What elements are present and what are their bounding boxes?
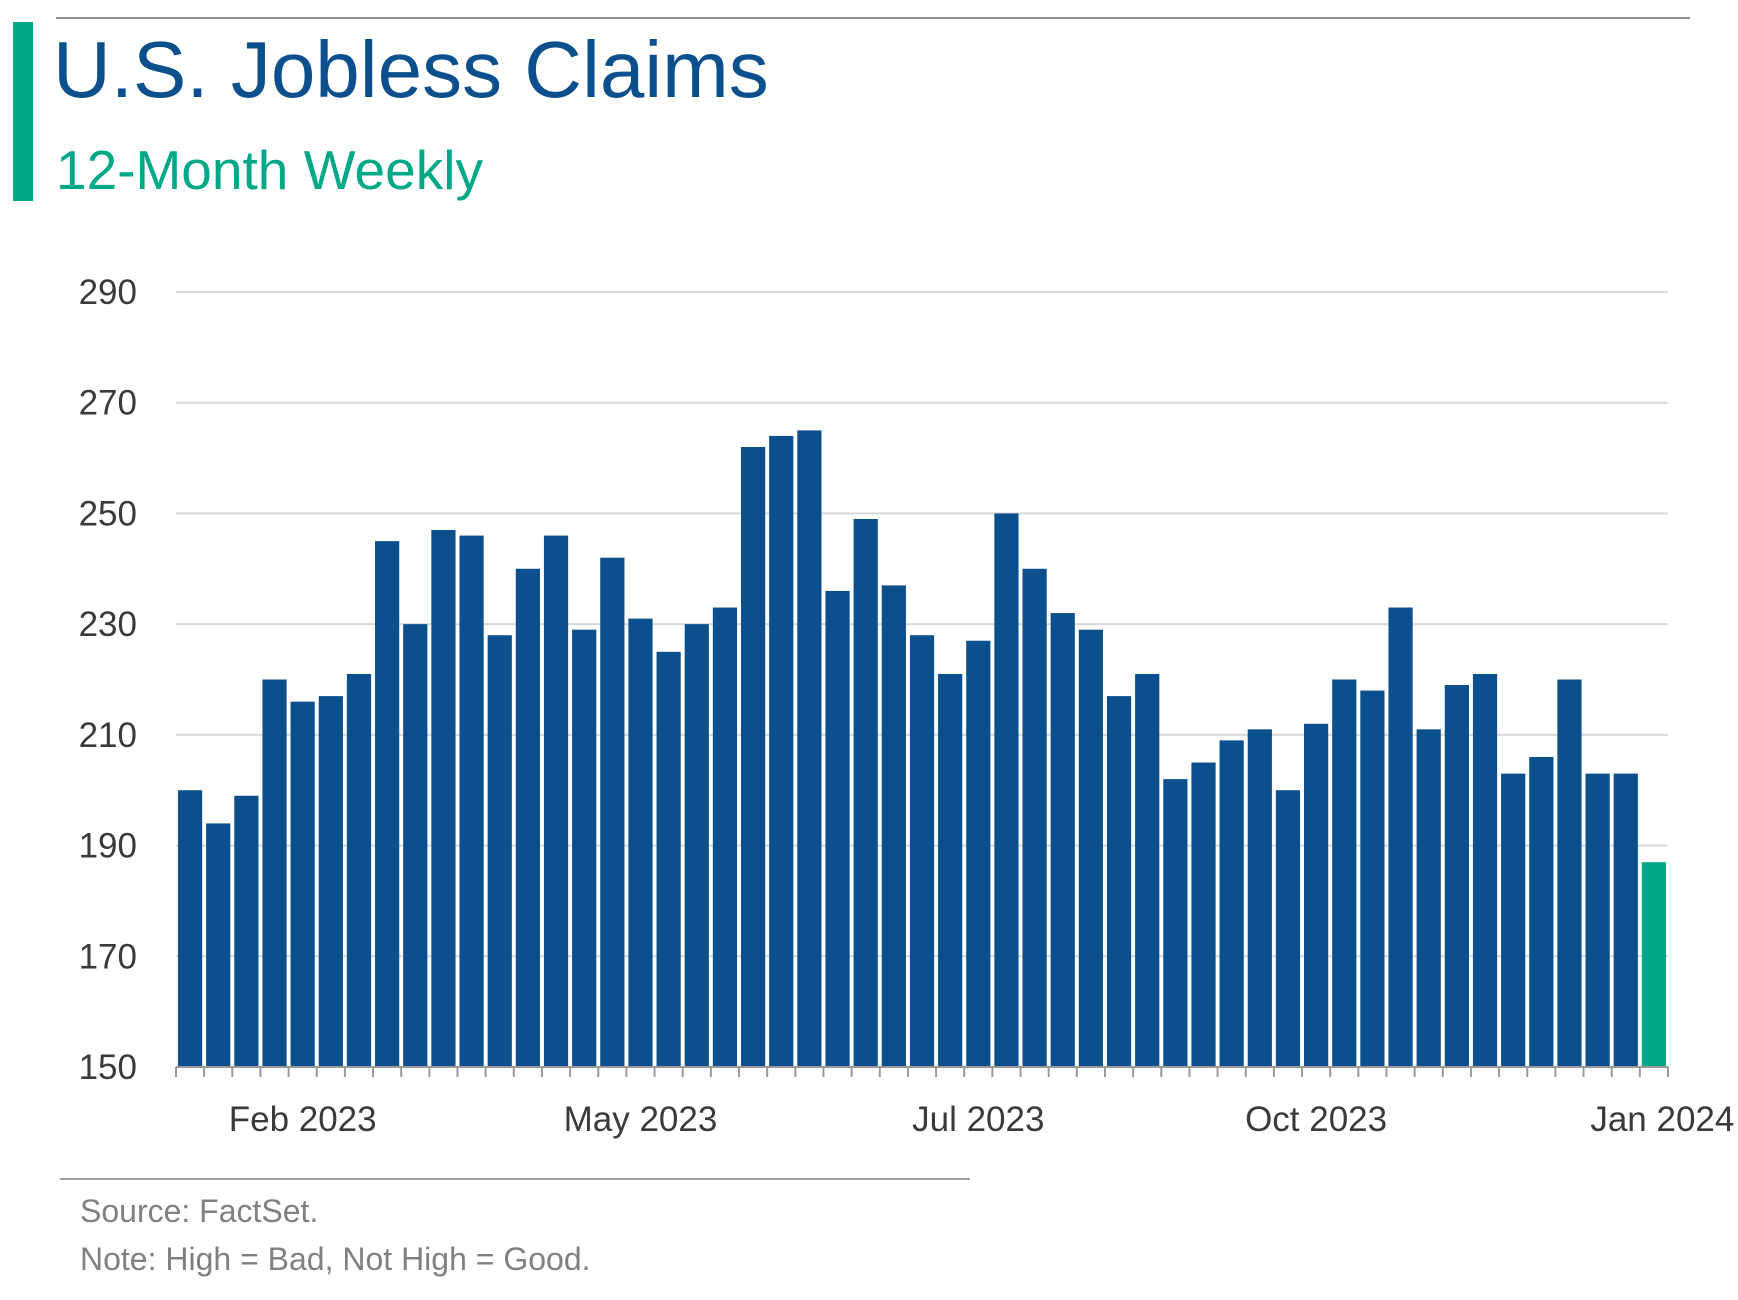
bar <box>1332 679 1357 1067</box>
x-axis-labels: Feb 2023 May 2023 Jul 2023 Oct 2023 Jan 2024 <box>229 1100 1735 1139</box>
bar <box>628 618 653 1067</box>
bar <box>1219 740 1244 1067</box>
bar <box>1135 673 1160 1067</box>
y-tick-label: 210 <box>79 716 137 755</box>
bar <box>684 624 709 1067</box>
bar <box>1613 773 1638 1067</box>
bar <box>1078 629 1104 1067</box>
x-axis <box>175 1066 1669 1077</box>
bar <box>234 795 259 1067</box>
y-tick-label: 170 <box>79 937 137 976</box>
bar <box>1050 613 1075 1067</box>
bar <box>1106 696 1132 1067</box>
y-tick-label: 270 <box>79 384 137 423</box>
bar <box>938 673 963 1067</box>
bar <box>403 624 428 1067</box>
y-tick-label: 230 <box>79 605 137 644</box>
bar <box>206 823 231 1067</box>
bar <box>318 696 343 1067</box>
bar <box>1585 773 1610 1067</box>
bar <box>1163 779 1188 1067</box>
bar <box>1529 757 1554 1067</box>
bar <box>1360 690 1385 1067</box>
bar <box>1641 862 1667 1067</box>
bar <box>600 557 625 1067</box>
bar <box>515 568 540 1067</box>
y-tick-label: 150 <box>79 1048 137 1087</box>
x-tick-label: Jan 2024 <box>1590 1100 1734 1139</box>
bar <box>797 430 822 1068</box>
y-tick-label: 190 <box>79 827 137 866</box>
bar <box>431 530 456 1067</box>
bar <box>1304 723 1329 1067</box>
bar <box>712 607 738 1067</box>
bar <box>909 635 935 1067</box>
y-tick-label: 250 <box>79 494 137 533</box>
bar <box>290 701 315 1067</box>
bar <box>881 585 906 1067</box>
bar <box>572 629 597 1067</box>
x-tick-label: May 2023 <box>564 1100 718 1139</box>
bar <box>740 447 766 1067</box>
bar <box>375 541 400 1067</box>
bar <box>1416 729 1441 1067</box>
bar <box>1247 729 1272 1067</box>
x-tick-label: Oct 2023 <box>1245 1100 1387 1139</box>
bar <box>853 518 878 1067</box>
footnote: Note: High = Bad, Not High = Good. <box>80 1241 591 1277</box>
x-tick-label: Jul 2023 <box>912 1100 1044 1139</box>
bar <box>769 435 794 1067</box>
bar <box>543 535 569 1067</box>
bar <box>994 513 1019 1067</box>
chart-title: U.S. Jobless Claims <box>53 25 769 114</box>
bar <box>1275 790 1301 1067</box>
y-tick-label: 290 <box>79 273 137 312</box>
bar <box>1022 568 1047 1067</box>
bar <box>1557 679 1582 1067</box>
bar <box>346 673 372 1067</box>
bar <box>966 640 991 1067</box>
bar <box>262 679 287 1067</box>
bar <box>825 590 850 1067</box>
x-tick-label: Feb 2023 <box>229 1100 377 1139</box>
top-rule <box>56 17 1690 19</box>
footer-rule <box>60 1178 970 1180</box>
accent-bar <box>13 22 33 201</box>
y-axis-labels: 150 170 190 210 230 250 270 290 <box>79 273 137 1087</box>
bar <box>1191 762 1216 1067</box>
bars <box>177 430 1667 1068</box>
bar <box>1388 607 1413 1067</box>
bar <box>459 535 484 1067</box>
bar <box>1444 685 1469 1067</box>
bar <box>1472 673 1498 1067</box>
source-note: Source: FactSet. <box>80 1193 319 1229</box>
bar <box>656 651 681 1067</box>
bar <box>177 790 203 1067</box>
chart-subtitle: 12-Month Weekly <box>56 139 483 201</box>
bar <box>1501 773 1526 1067</box>
bar <box>487 635 512 1067</box>
